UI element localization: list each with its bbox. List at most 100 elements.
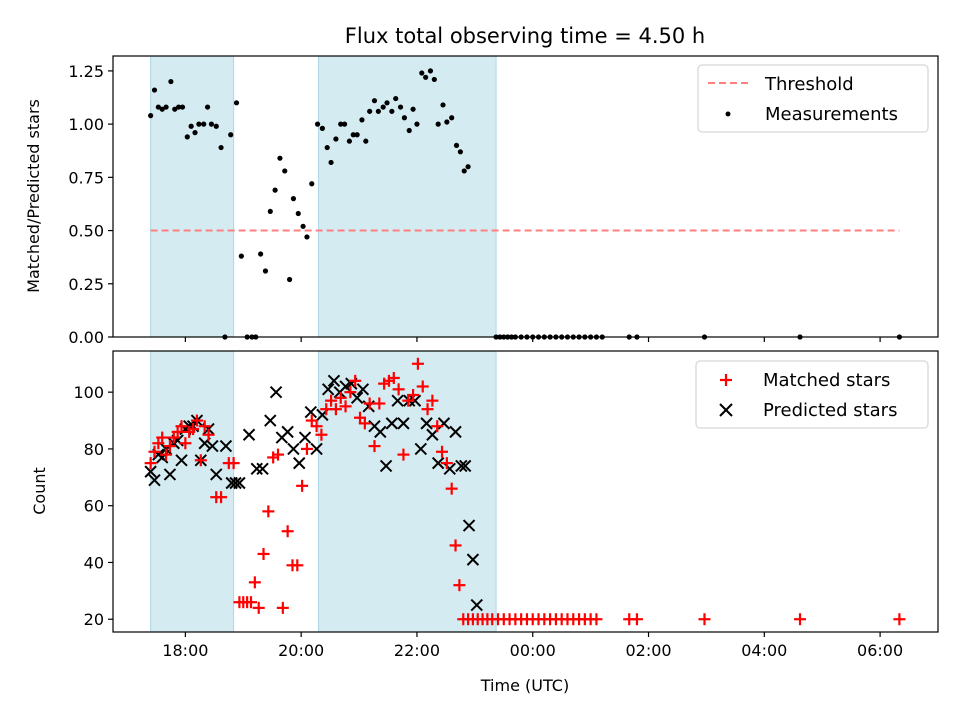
matched-star-marker (794, 613, 807, 626)
predicted-star-marker (391, 394, 404, 407)
y-tick-label: 40 (84, 553, 104, 572)
top-y-axis: 0.00 0.25 0.50 0.75 1.00 1.25 (68, 62, 113, 347)
measurement-point (314, 121, 321, 127)
matched-star-marker (344, 386, 357, 399)
matched-star-marker (163, 440, 176, 453)
measurement-point (282, 168, 288, 174)
matched-star-marker (368, 440, 381, 453)
matched-star-marker (698, 613, 711, 626)
bottom-y-axis-label: Count (30, 467, 49, 515)
measurement-point (204, 104, 211, 110)
predicted-star-marker (287, 442, 300, 456)
matched-star-marker (349, 374, 362, 387)
measurement-point (338, 121, 344, 127)
matched-star-marker (262, 505, 275, 518)
predicted-star-marker (175, 454, 188, 467)
marker-stroke (281, 425, 294, 439)
legend-measurements-label: Measurements (765, 104, 898, 125)
measurement-point (384, 100, 390, 106)
legend-matched-label: Matched stars (763, 370, 890, 391)
measurement-point (341, 121, 348, 127)
measurement-point (238, 253, 244, 259)
marker-stroke (171, 434, 184, 447)
matched-star-marker (445, 482, 458, 495)
measurement-point (262, 268, 269, 274)
x-tick-label: 06:00 (857, 641, 903, 660)
matched-star-marker (252, 601, 265, 614)
marker-stroke (250, 462, 263, 476)
measurement-point (148, 113, 154, 119)
predicted-star-marker (210, 468, 223, 481)
marker-stroke (458, 459, 472, 473)
matched-star-marker (426, 394, 439, 407)
marker-stroke (466, 553, 480, 566)
matched-star-marker (215, 491, 228, 504)
marker-stroke (449, 425, 462, 439)
marker-stroke (462, 519, 476, 532)
marker-stroke (408, 394, 422, 407)
predicted-star-marker (281, 425, 294, 439)
measurement-point (375, 108, 381, 114)
predicted-star-marker (229, 476, 242, 490)
x-tick-label: 02:00 (625, 641, 671, 660)
measurement-point (309, 181, 315, 187)
matched-star-marker (198, 420, 211, 433)
predicted-star-marker (455, 459, 468, 473)
marker-stroke (374, 425, 387, 439)
measurement-point (363, 138, 369, 144)
matched-star-marker (421, 403, 434, 416)
measurement-point (258, 251, 264, 257)
measurement-point (155, 104, 161, 110)
matched-star-marker (630, 613, 643, 626)
matched-star-marker (291, 559, 304, 572)
measurement-point (184, 134, 190, 140)
predicted-star-marker (242, 428, 256, 441)
measurement-point (414, 121, 420, 127)
marker-stroke (269, 385, 283, 399)
marker-stroke (426, 428, 439, 441)
measurement-point (188, 123, 194, 129)
matched-star-marker (411, 357, 424, 370)
x-tick-label: 18:00 (162, 641, 208, 660)
marker-stroke (256, 462, 269, 476)
matched-star-marker (416, 380, 429, 393)
measurement-point (359, 117, 365, 123)
marker-stroke (163, 468, 177, 481)
measurement-point (272, 187, 278, 193)
measurement-point (423, 74, 429, 80)
y-tick-label: 0.75 (68, 168, 104, 187)
bottom-x-axis: 18:00 20:00 22:00 00:00 02:00 04:00 06:00 (162, 632, 903, 660)
marker-stroke (391, 394, 404, 407)
marker-stroke (420, 417, 433, 430)
matched-star-marker (276, 601, 289, 614)
measurement-point (218, 144, 224, 151)
measurement-point (208, 121, 215, 127)
matched-star-marker (334, 391, 347, 404)
measurement-point (354, 132, 360, 138)
measurement-point (163, 104, 169, 110)
predicted-star-marker (144, 465, 157, 478)
measurement-point (419, 70, 425, 76)
y-tick-label: 0.50 (68, 222, 104, 241)
measurement-point (192, 130, 198, 136)
y-tick-label: 1.25 (68, 62, 104, 81)
matched-star-marker (187, 423, 200, 436)
legend-predicted-label: Predicted stars (763, 400, 897, 421)
y-tick-label: 60 (84, 497, 104, 516)
marker-stroke (356, 383, 370, 396)
measurement-point (435, 121, 441, 127)
measurement-point (172, 106, 178, 112)
matched-star-marker (397, 448, 410, 461)
x-tick-label: 20:00 (278, 641, 324, 660)
measurement-point (389, 108, 395, 114)
measurement-point (401, 115, 408, 121)
marker-stroke (431, 456, 445, 470)
top-x-ticks (184, 337, 881, 342)
marker-stroke (310, 442, 323, 456)
measurement-point (151, 87, 158, 93)
marker-stroke (321, 383, 335, 396)
marker-stroke (229, 476, 242, 490)
predicted-star-marker (206, 439, 219, 453)
matched-star-marker (194, 454, 207, 467)
measurement-point (457, 149, 463, 155)
